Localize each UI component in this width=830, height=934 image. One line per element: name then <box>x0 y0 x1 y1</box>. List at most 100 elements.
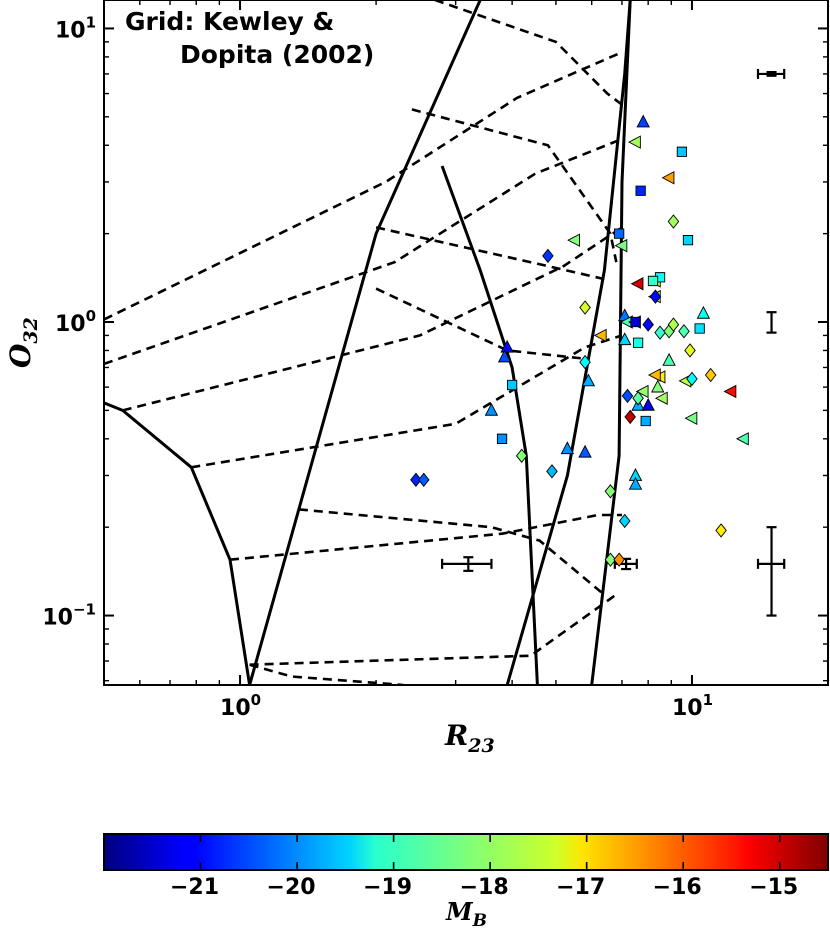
grid-dashed-line-2 <box>122 226 623 412</box>
point-triangle-left-8 <box>635 384 649 399</box>
point-triangle-left-2 <box>567 233 580 247</box>
grid-solid-line-3 <box>505 0 632 685</box>
grid-annotation-line1: Grid: Kewley & <box>125 7 334 36</box>
error-bar-1 <box>766 311 777 334</box>
point-diamond-20 <box>684 343 696 358</box>
point-triangle-left-5 <box>630 277 644 291</box>
point-square-9 <box>640 415 651 427</box>
error-bar-3 <box>441 556 493 572</box>
point-square-7 <box>496 433 508 444</box>
x-tick-label-1: 101 <box>672 691 713 721</box>
point-triangle-10 <box>618 332 632 346</box>
point-square-10 <box>630 316 641 328</box>
colorbar-tick-label-4: −17 <box>556 875 605 900</box>
point-square-0 <box>676 146 688 157</box>
point-square-2 <box>614 228 625 239</box>
point-triangle-left-11 <box>684 411 698 425</box>
point-triangle-15 <box>651 379 665 393</box>
x-tick-label-0: 100 <box>220 691 261 721</box>
point-diamond-5 <box>515 448 528 464</box>
grid-dashed-line-1 <box>104 137 623 366</box>
y-tick-label-2: 101 <box>55 13 96 43</box>
point-diamond-19 <box>667 214 680 229</box>
x-axis-label: R23 <box>444 719 495 757</box>
point-square-1 <box>635 185 646 196</box>
y-tick-label-0: 10−1 <box>42 601 96 631</box>
point-triangle-2 <box>497 349 512 363</box>
point-diamond-24 <box>678 324 690 339</box>
y-axis-label: O32 <box>4 317 42 368</box>
point-diamond-8 <box>618 513 631 529</box>
colorbar-tick-label-6: −15 <box>749 875 798 900</box>
point-triangle-3 <box>484 402 499 416</box>
colorbar-tick-label-0: −21 <box>170 875 219 900</box>
colorbar-tick-label-5: −16 <box>653 875 702 900</box>
point-diamond-9 <box>604 552 617 567</box>
point-triangle-left-9 <box>723 384 737 399</box>
point-diamond-11 <box>621 388 634 404</box>
colorbar <box>103 833 829 871</box>
axis-ticks: 100 101 10−1 100 101 <box>42 0 828 721</box>
point-diamond-22 <box>704 367 717 383</box>
point-diamond-2 <box>417 472 430 488</box>
point-triangle-1 <box>500 339 514 353</box>
grid-dashed-line-6 <box>434 0 623 106</box>
point-diamond-18 <box>649 289 662 304</box>
y-tick-label-1: 100 <box>55 307 96 337</box>
point-square-6 <box>506 379 518 391</box>
point-triangle-8 <box>628 476 643 490</box>
data-points <box>410 114 749 567</box>
error-bar-2 <box>756 526 786 617</box>
point-diamond-0 <box>542 248 554 264</box>
point-diamond-17 <box>667 317 680 332</box>
point-triangle-left-0 <box>628 135 641 149</box>
error-bar-0 <box>756 68 786 79</box>
point-diamond-1 <box>410 472 422 488</box>
point-triangle-left-13 <box>654 391 668 405</box>
point-triangle-4 <box>560 441 575 455</box>
point-diamond-7 <box>604 484 617 499</box>
grid-annotation-line2: Dopita (2002) <box>180 40 374 69</box>
grid-dashed-line-4 <box>229 513 622 561</box>
grid-dashed-line-7 <box>411 108 618 263</box>
colorbar-label: MB <box>445 897 487 931</box>
model-grid <box>104 0 632 685</box>
point-square-3 <box>682 235 694 246</box>
point-triangle-left-3 <box>614 238 628 253</box>
point-triangle-6 <box>578 444 592 458</box>
grid-solid-line-0 <box>104 401 252 685</box>
point-diamond-23 <box>715 523 727 538</box>
point-triangle-13 <box>696 305 711 319</box>
grid-solid-line-2 <box>440 165 539 685</box>
point-diamond-4 <box>579 354 591 370</box>
grid-dashed-line-8 <box>375 226 605 281</box>
colorbar-tick-label-2: −19 <box>363 875 412 900</box>
point-triangle-14 <box>662 352 676 366</box>
plot-frame <box>103 0 829 686</box>
point-triangle-left-1 <box>661 171 675 185</box>
point-diamond-12 <box>624 409 636 425</box>
point-diamond-14 <box>642 317 654 332</box>
point-diamond-6 <box>546 464 558 479</box>
point-triangle-left-10 <box>735 432 749 446</box>
point-square-11 <box>647 275 659 287</box>
point-triangle-0 <box>636 114 650 128</box>
grid-dashed-line-11 <box>249 663 404 685</box>
point-square-8 <box>632 337 644 348</box>
grid-dashed-line-0 <box>104 51 623 321</box>
colorbar-ticks: −21 −20 −19 −18 −17 −16 −15 <box>170 834 798 900</box>
point-triangle-5 <box>581 373 596 387</box>
point-diamond-13 <box>632 390 644 406</box>
grid-dashed-line-10 <box>298 508 603 594</box>
point-diamond-10 <box>613 552 625 567</box>
point-triangle-left-16 <box>647 368 661 382</box>
grid-dashed-line-9 <box>375 287 586 360</box>
point-square-5 <box>694 323 705 334</box>
colorbar-tick-label-3: −18 <box>460 875 509 900</box>
point-diamond-3 <box>579 300 591 315</box>
point-triangle-12 <box>641 397 655 411</box>
colorbar-tick-label-1: −20 <box>267 875 316 900</box>
grid-dashed-line-5 <box>249 593 618 666</box>
grid-dashed-line-3 <box>191 334 623 469</box>
